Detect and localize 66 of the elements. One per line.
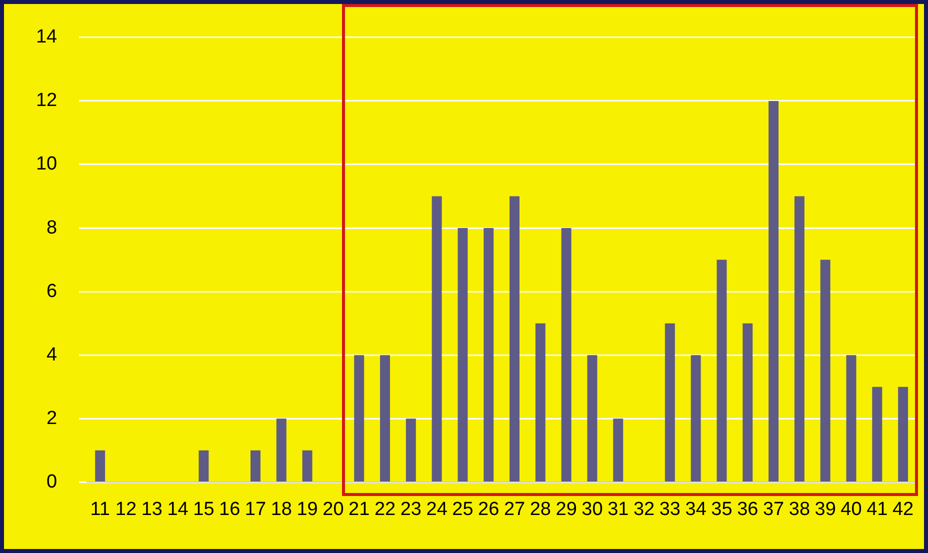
x-tick-label: 25 [452,498,474,520]
bar [276,418,286,482]
bar [406,418,416,482]
x-tick-label: 27 [504,498,526,520]
x-tick-label: 12 [115,498,137,520]
bar [95,450,106,482]
bar [898,386,908,482]
x-tick-label: 21 [348,498,370,520]
bar [198,450,209,482]
bar [380,355,390,482]
y-tick-label: 14 [36,26,58,48]
x-tick-label: 41 [866,498,888,520]
y-tick-label: 8 [46,217,58,238]
bar [510,196,520,482]
x-tick-label: 29 [556,498,577,520]
x-tick-label: 33 [659,498,680,520]
x-tick-label: 22 [374,498,396,520]
x-tick-label: 40 [840,498,862,520]
y-tick-label: 2 [46,408,58,429]
x-tick-label: 32 [633,498,655,520]
x-tick-label: 31 [608,498,629,520]
y-tick-label: 0 [46,471,58,492]
y-tick-label: 4 [46,344,58,366]
bar [587,355,598,482]
bar [690,355,701,482]
x-tick-label: 39 [814,498,836,520]
x-tick-label: 20 [322,498,344,520]
y-tick-label: 10 [36,154,58,175]
bar [302,450,312,482]
x-tick-label: 11 [90,498,110,520]
x-tick-label: 16 [219,498,240,520]
bar [794,196,804,482]
x-tick-label: 13 [141,498,162,520]
bar [742,323,753,482]
bar [250,450,260,482]
bar [561,228,572,482]
x-tick-label: 42 [892,498,914,520]
bar [820,260,830,482]
x-tick-label: 36 [737,498,758,520]
x-tick-label: 30 [582,498,603,520]
x-tick-label: 19 [296,498,318,520]
bar [354,355,364,482]
x-tick-label: 35 [711,498,732,520]
bar [535,323,546,482]
y-tick-label: 6 [46,280,58,302]
x-tick-label: 15 [193,498,214,520]
x-tick-label: 26 [478,498,500,520]
x-tick-label: 14 [167,498,189,520]
x-tick-label: 38 [788,498,810,520]
bar [458,228,468,482]
x-tick-label: 18 [270,498,292,520]
bar [716,260,727,482]
bar [432,196,442,482]
x-tick-label: 23 [400,498,422,520]
x-tick-label: 24 [426,498,448,520]
y-tick-label: 12 [36,90,58,112]
x-tick-label: 17 [244,498,266,520]
bar [768,100,779,482]
bar [872,386,882,482]
x-tick-label: 28 [530,498,551,520]
x-tick-label: 34 [685,498,707,520]
bar [484,228,494,482]
bar [613,418,624,482]
bar [846,355,856,482]
bar [664,323,675,482]
x-tick-label: 37 [762,498,784,520]
